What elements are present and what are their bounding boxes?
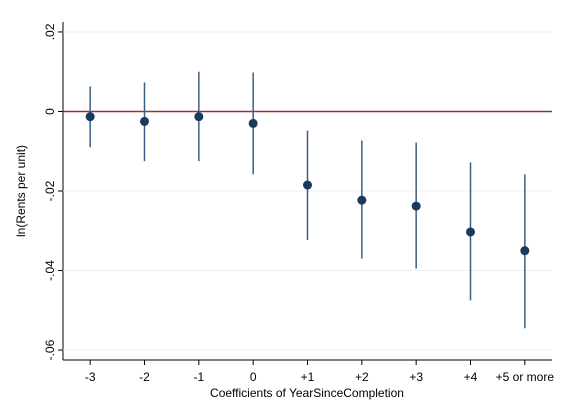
x-tick-label: -2 bbox=[139, 370, 150, 384]
y-tick-label: 0 bbox=[43, 108, 57, 115]
x-tick-label: +1 bbox=[301, 370, 315, 384]
point bbox=[303, 180, 312, 190]
x-tick-label: +3 bbox=[409, 370, 423, 384]
x-tick-label: 0 bbox=[250, 370, 257, 384]
x-axis-label: Coefficients of YearSinceCompletion bbox=[210, 386, 404, 400]
x-tick-label: +5 or more bbox=[496, 370, 555, 384]
point bbox=[248, 118, 258, 128]
y-axis-label: ln(Rents per unit) bbox=[14, 145, 28, 237]
x-tick-label: +2 bbox=[355, 370, 369, 384]
point bbox=[194, 112, 204, 122]
point bbox=[140, 116, 149, 126]
point bbox=[411, 201, 421, 211]
y-tick-label: -.06 bbox=[43, 339, 57, 360]
y-tick-label: -.02 bbox=[43, 180, 57, 201]
y-tick-label: -.04 bbox=[43, 260, 57, 281]
point bbox=[466, 227, 475, 237]
point bbox=[357, 195, 367, 205]
x-tick-label: +4 bbox=[464, 370, 478, 384]
y-tick-label: .02 bbox=[43, 23, 57, 40]
x-tick-label: -1 bbox=[193, 370, 204, 384]
point bbox=[85, 112, 95, 122]
point bbox=[520, 246, 530, 256]
x-tick-label: -3 bbox=[85, 370, 96, 384]
